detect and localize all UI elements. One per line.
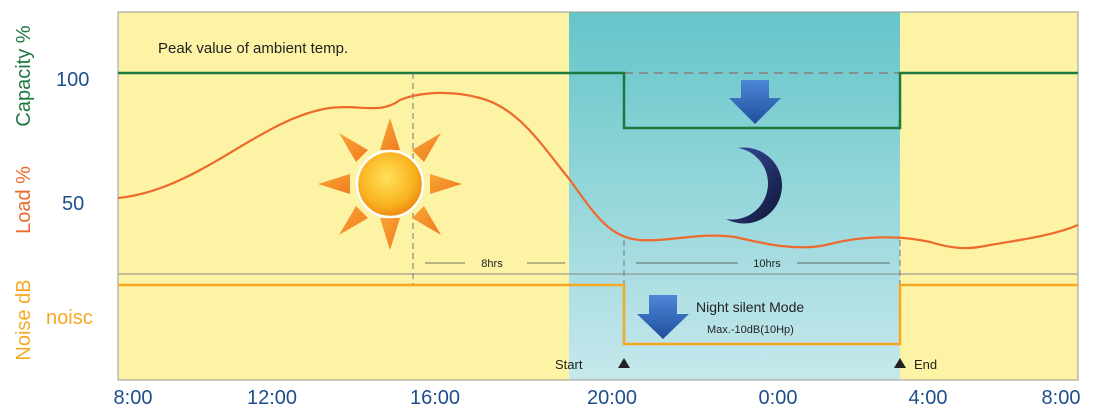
noise-tick: noisc [46,307,93,329]
start-marker [618,358,630,368]
x-tick: 0:00 [759,387,798,409]
duration-night-label: 10hrs [753,258,781,270]
moon-icon [726,147,782,224]
plot-frame [117,11,1079,381]
load-curve [117,91,1079,250]
peak-annotation: Peak value of ambient temp. [158,40,348,57]
capacity-axis-label: Capacity % [13,25,35,126]
end-marker [894,358,906,368]
x-tick: 16:00 [410,387,460,409]
mode-detail: Max.-10dB(10Hp) [707,324,794,336]
x-tick: 12:00 [247,387,297,409]
day-background-right [900,12,1078,380]
duration-day-label: 8hrs [481,258,503,270]
load-axis-label: Load % [13,166,35,234]
x-tick: 8:00 [114,387,153,409]
down-arrow-icon [637,295,689,339]
x-tick: 20:00 [587,387,637,409]
day-background-left [118,12,569,380]
y-tick-50: 50 [62,193,84,215]
sun-icon [318,118,462,250]
end-label: End [914,357,937,372]
noise-line [118,283,1078,346]
x-tick: 8:00 [1042,387,1081,409]
noise-axis-label: Noise dB [13,279,35,360]
x-tick: 4:00 [909,387,948,409]
start-label: Start [555,357,583,372]
capacity-line [118,71,1078,130]
y-tick-100: 100 [56,69,89,91]
down-arrow-icon [729,80,781,124]
mode-title: Night silent Mode [696,299,804,315]
